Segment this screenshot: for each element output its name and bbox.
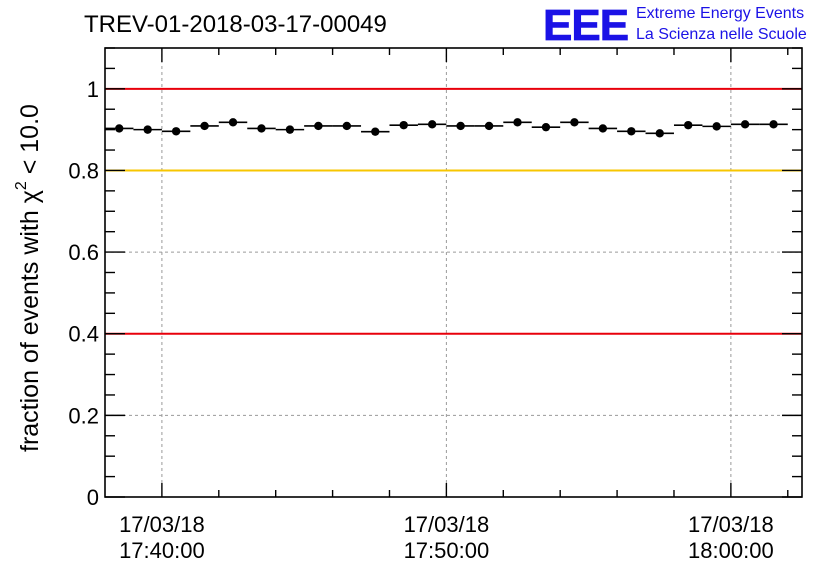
- data-point: [314, 121, 323, 131]
- y-tick-label: 1: [87, 77, 99, 102]
- tick-labels: 00.20.40.60.8117/03/1817:40:0017/03/1817…: [68, 77, 773, 563]
- data-point: [598, 124, 608, 133]
- data-point: [342, 121, 352, 131]
- data-point: [171, 127, 181, 136]
- data-point: [655, 129, 664, 138]
- data-point: [371, 127, 380, 136]
- eee-logo: EEE Extreme Energy Events La Scienza nel…: [543, 1, 807, 51]
- x-tick-label-time: 17:40:00: [119, 538, 205, 563]
- data-point: [570, 118, 579, 127]
- chart-title: TREV-01-2018-03-17-00049: [84, 11, 387, 38]
- y-axis-label-text: fraction of events with χ: [16, 190, 44, 452]
- eee-logo-line2: La Scienza nelle Scuole: [636, 26, 807, 43]
- x-tick-label-date: 17/03/18: [404, 512, 490, 537]
- data-point: [456, 121, 465, 131]
- data-point: [484, 121, 494, 131]
- y-axis-label-sup: 2: [13, 181, 30, 190]
- data-point: [627, 127, 636, 136]
- x-tick-label-date: 17/03/18: [688, 512, 774, 537]
- y-tick-label: 0: [87, 485, 99, 510]
- y-axis-label-tail: < 10.0: [16, 104, 44, 181]
- y-axis-label: fraction of events with χ2 < 10.0: [13, 104, 44, 452]
- grid: [105, 48, 802, 497]
- eee-logo-mark: EEE: [543, 1, 628, 50]
- y-tick-label: 0.4: [68, 322, 99, 347]
- x-tick-label-time: 17:50:00: [404, 538, 490, 563]
- data-point: [115, 124, 124, 133]
- plot-frame: [104, 47, 803, 498]
- eee-logo-line1: Extreme Energy Events: [636, 5, 804, 22]
- data-point: [427, 120, 437, 129]
- data-point: [257, 124, 266, 133]
- y-tick-label: 0.2: [68, 403, 99, 428]
- axes: [104, 47, 803, 498]
- data-point: [399, 120, 408, 130]
- y-tick-label: 0.6: [68, 240, 99, 265]
- data-point: [684, 120, 693, 130]
- data-point: [541, 122, 551, 132]
- svg-text:fraction of events with χ2 < 1: fraction of events with χ2 < 10.0: [13, 104, 44, 452]
- data-point: [513, 118, 522, 127]
- data-point: [143, 125, 152, 134]
- data-series: [105, 118, 788, 138]
- data-point: [769, 120, 778, 129]
- reference-lines: [105, 87, 802, 335]
- data-point: [200, 121, 209, 131]
- data-point: [285, 125, 295, 134]
- data-point: [228, 118, 238, 127]
- data-point: [740, 120, 750, 129]
- y-tick-label: 0.8: [68, 158, 99, 183]
- x-tick-label-time: 18:00:00: [688, 538, 774, 563]
- data-point: [712, 122, 721, 131]
- x-tick-label-date: 17/03/18: [119, 512, 205, 537]
